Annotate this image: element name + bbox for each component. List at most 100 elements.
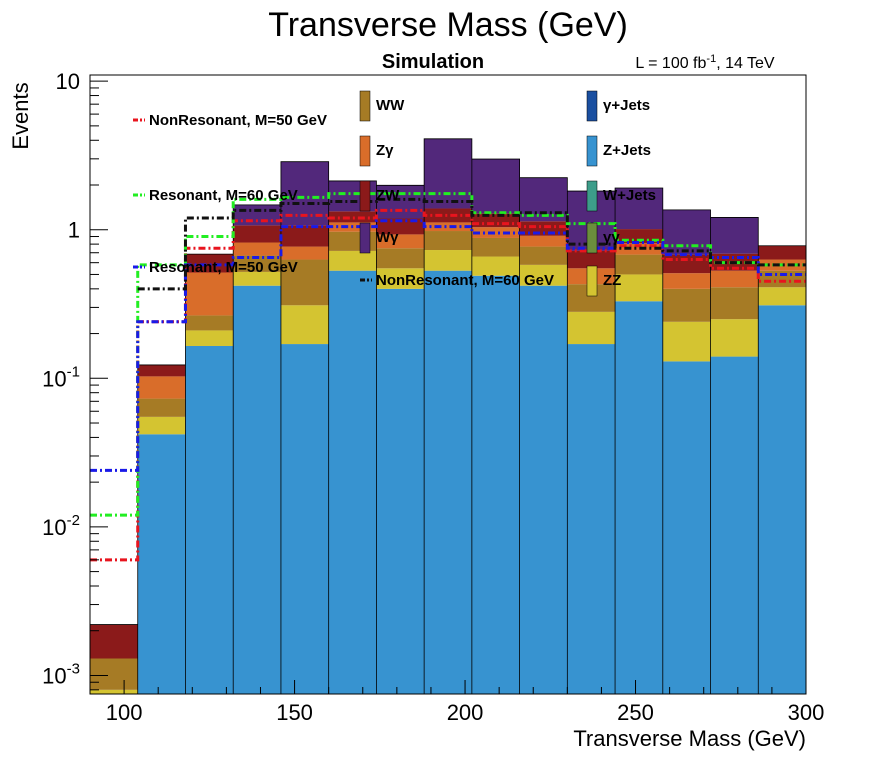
plot-frame: [89, 74, 807, 695]
bar-z-jets-bin-2: [185, 345, 234, 694]
legend-gammagamma-label: γγ: [603, 229, 620, 246]
bar-zz-bin-13: [710, 319, 759, 357]
bar-z-jets-bin-10: [567, 344, 616, 694]
bar-ww-bin-6: [376, 248, 425, 269]
stacked-bars: [89, 138, 807, 694]
bar-wgamma-bin-13: [710, 217, 759, 254]
chart-title: Transverse Mass (GeV): [268, 6, 628, 44]
legend: NonResonant, M=50 GeV Resonant, M=60 GeV R…: [133, 90, 656, 297]
bar-zgamma-bin-8: [471, 227, 520, 238]
legend-ww-label: WW: [376, 97, 405, 114]
bar-zz-bin-11: [615, 274, 663, 302]
signal-line-nonresonant-m-50-gev: [90, 208, 806, 562]
bar-zgamma-bin-3: [233, 242, 281, 256]
bar-zz-bin-14: [758, 287, 806, 306]
y-tick-label-2: 10-1: [42, 363, 80, 391]
bar-zw-bin-12: [662, 254, 711, 274]
legend-wgamma-label: Wγ: [376, 229, 399, 246]
y-tick-label-exponent: -2: [67, 512, 80, 529]
bar-wgamma-bin-11: [615, 187, 663, 230]
legend-zgamma-swatch: [359, 135, 371, 167]
bar-zgamma-bin-7: [424, 222, 472, 232]
bar-zgamma-bin-6: [376, 234, 425, 249]
bar-z-jets-bin-14: [758, 305, 806, 694]
bar-zw-bin-5: [328, 211, 377, 223]
legend-z-jets-swatch: [586, 135, 598, 167]
legend-zw-label: ZW: [376, 187, 400, 204]
legend-zz-label: ZZ: [603, 272, 621, 289]
legend-nonresonant-m-60-gev-label: NonResonant, M=60 GeV: [376, 272, 554, 289]
legend-wgamma-swatch: [359, 222, 371, 254]
luminosity-post: , 14 TeV: [716, 55, 775, 72]
bar-ww-bin-12: [662, 288, 711, 322]
bar-z-jets-bin-13: [710, 356, 759, 694]
bar-z-jets-bin-5: [328, 270, 377, 694]
bar-z-jets-bin-7: [424, 270, 472, 694]
legend-w-jets-swatch: [586, 180, 598, 212]
bar-z-jets-bin-12: [662, 361, 711, 694]
luminosity-label: L = 100 fb-1, 14 TeV: [635, 53, 775, 72]
legend-resonant-m-60-gev-label: Resonant, M=60 GeV: [149, 187, 298, 204]
y-tick-label-base: 1: [68, 218, 80, 243]
bar-ww-bin-9: [519, 246, 568, 265]
bar-zw-bin-2: [185, 254, 234, 273]
legend-zw-swatch: [359, 180, 371, 212]
legend-z-jets-label: Z+Jets: [603, 142, 651, 159]
bar-zz-bin-7: [424, 250, 472, 271]
x-tick-label-100: 100: [106, 700, 143, 725]
legend-ww-swatch: [359, 90, 371, 122]
bar-zw-bin-14: [758, 245, 806, 260]
bar-wgamma-bin-6: [376, 185, 425, 219]
bar-zw-bin-3: [233, 225, 281, 243]
y-tick-label-base: 10: [42, 515, 66, 540]
bar-zgamma-bin-1: [137, 376, 186, 399]
bar-ww-bin-0: [90, 658, 138, 690]
y-axis-title: Events: [8, 82, 33, 149]
y-tick-label-base: 10: [56, 69, 80, 94]
bar-z-jets-bin-6: [376, 288, 425, 694]
bar-zz-bin-9: [519, 264, 568, 286]
bar-zgamma-bin-4: [280, 246, 329, 260]
bar-z-jets-bin-3: [233, 285, 281, 694]
bar-ww-bin-7: [424, 231, 472, 251]
bar-ww-bin-11: [615, 254, 663, 275]
bar-zw-bin-9: [519, 221, 568, 236]
bar-ww-bin-2: [185, 315, 234, 331]
bar-zw-bin-10: [567, 250, 616, 269]
bar-zz-bin-0: [90, 689, 138, 694]
y-tick-label-base: 10: [42, 663, 66, 688]
bar-ww-bin-1: [137, 398, 186, 417]
bar-zz-bin-8: [471, 256, 520, 276]
bar-zz-bin-2: [185, 330, 234, 346]
legend-resonant-m-50-gev-label: Resonant, M=50 GeV: [149, 259, 298, 276]
bar-wgamma-bin-12: [662, 209, 711, 255]
x-axis-title: Transverse Mass (GeV): [573, 726, 806, 751]
bar-zw-bin-4: [280, 225, 329, 247]
bar-zz-bin-4: [280, 305, 329, 345]
legend-gamma-jets-swatch: [586, 90, 598, 122]
x-tick-label-200: 200: [447, 700, 484, 725]
bar-zz-bin-1: [137, 416, 186, 435]
signal-line-nonresonant-m-60-gev: [137, 197, 806, 291]
legend-zz-swatch: [586, 265, 598, 297]
bar-wgamma-bin-3: [233, 204, 281, 226]
legend-zgamma-label: Zγ: [376, 142, 394, 159]
bar-zz-bin-6: [376, 268, 425, 289]
y-tick-label-base: 10: [42, 366, 66, 391]
bar-zw-bin-1: [137, 364, 186, 377]
legend-gammagamma-swatch: [586, 222, 598, 254]
bar-zz-bin-10: [567, 311, 616, 345]
bar-ww-bin-3: [233, 255, 281, 272]
bar-z-jets-bin-9: [519, 285, 568, 694]
bar-z-jets-bin-4: [280, 344, 329, 694]
luminosity-sup: -1: [706, 53, 716, 65]
luminosity-pre: L = 100 fb: [635, 55, 706, 72]
bar-zz-bin-3: [233, 271, 281, 286]
y-tick-label-exponent: -3: [67, 660, 80, 677]
bar-zgamma-bin-13: [710, 270, 759, 288]
bar-z-jets-bin-1: [137, 434, 186, 694]
y-tick-label-exponent: -1: [67, 363, 80, 380]
bar-zw-bin-7: [424, 208, 472, 223]
bar-ww-bin-4: [280, 259, 329, 306]
